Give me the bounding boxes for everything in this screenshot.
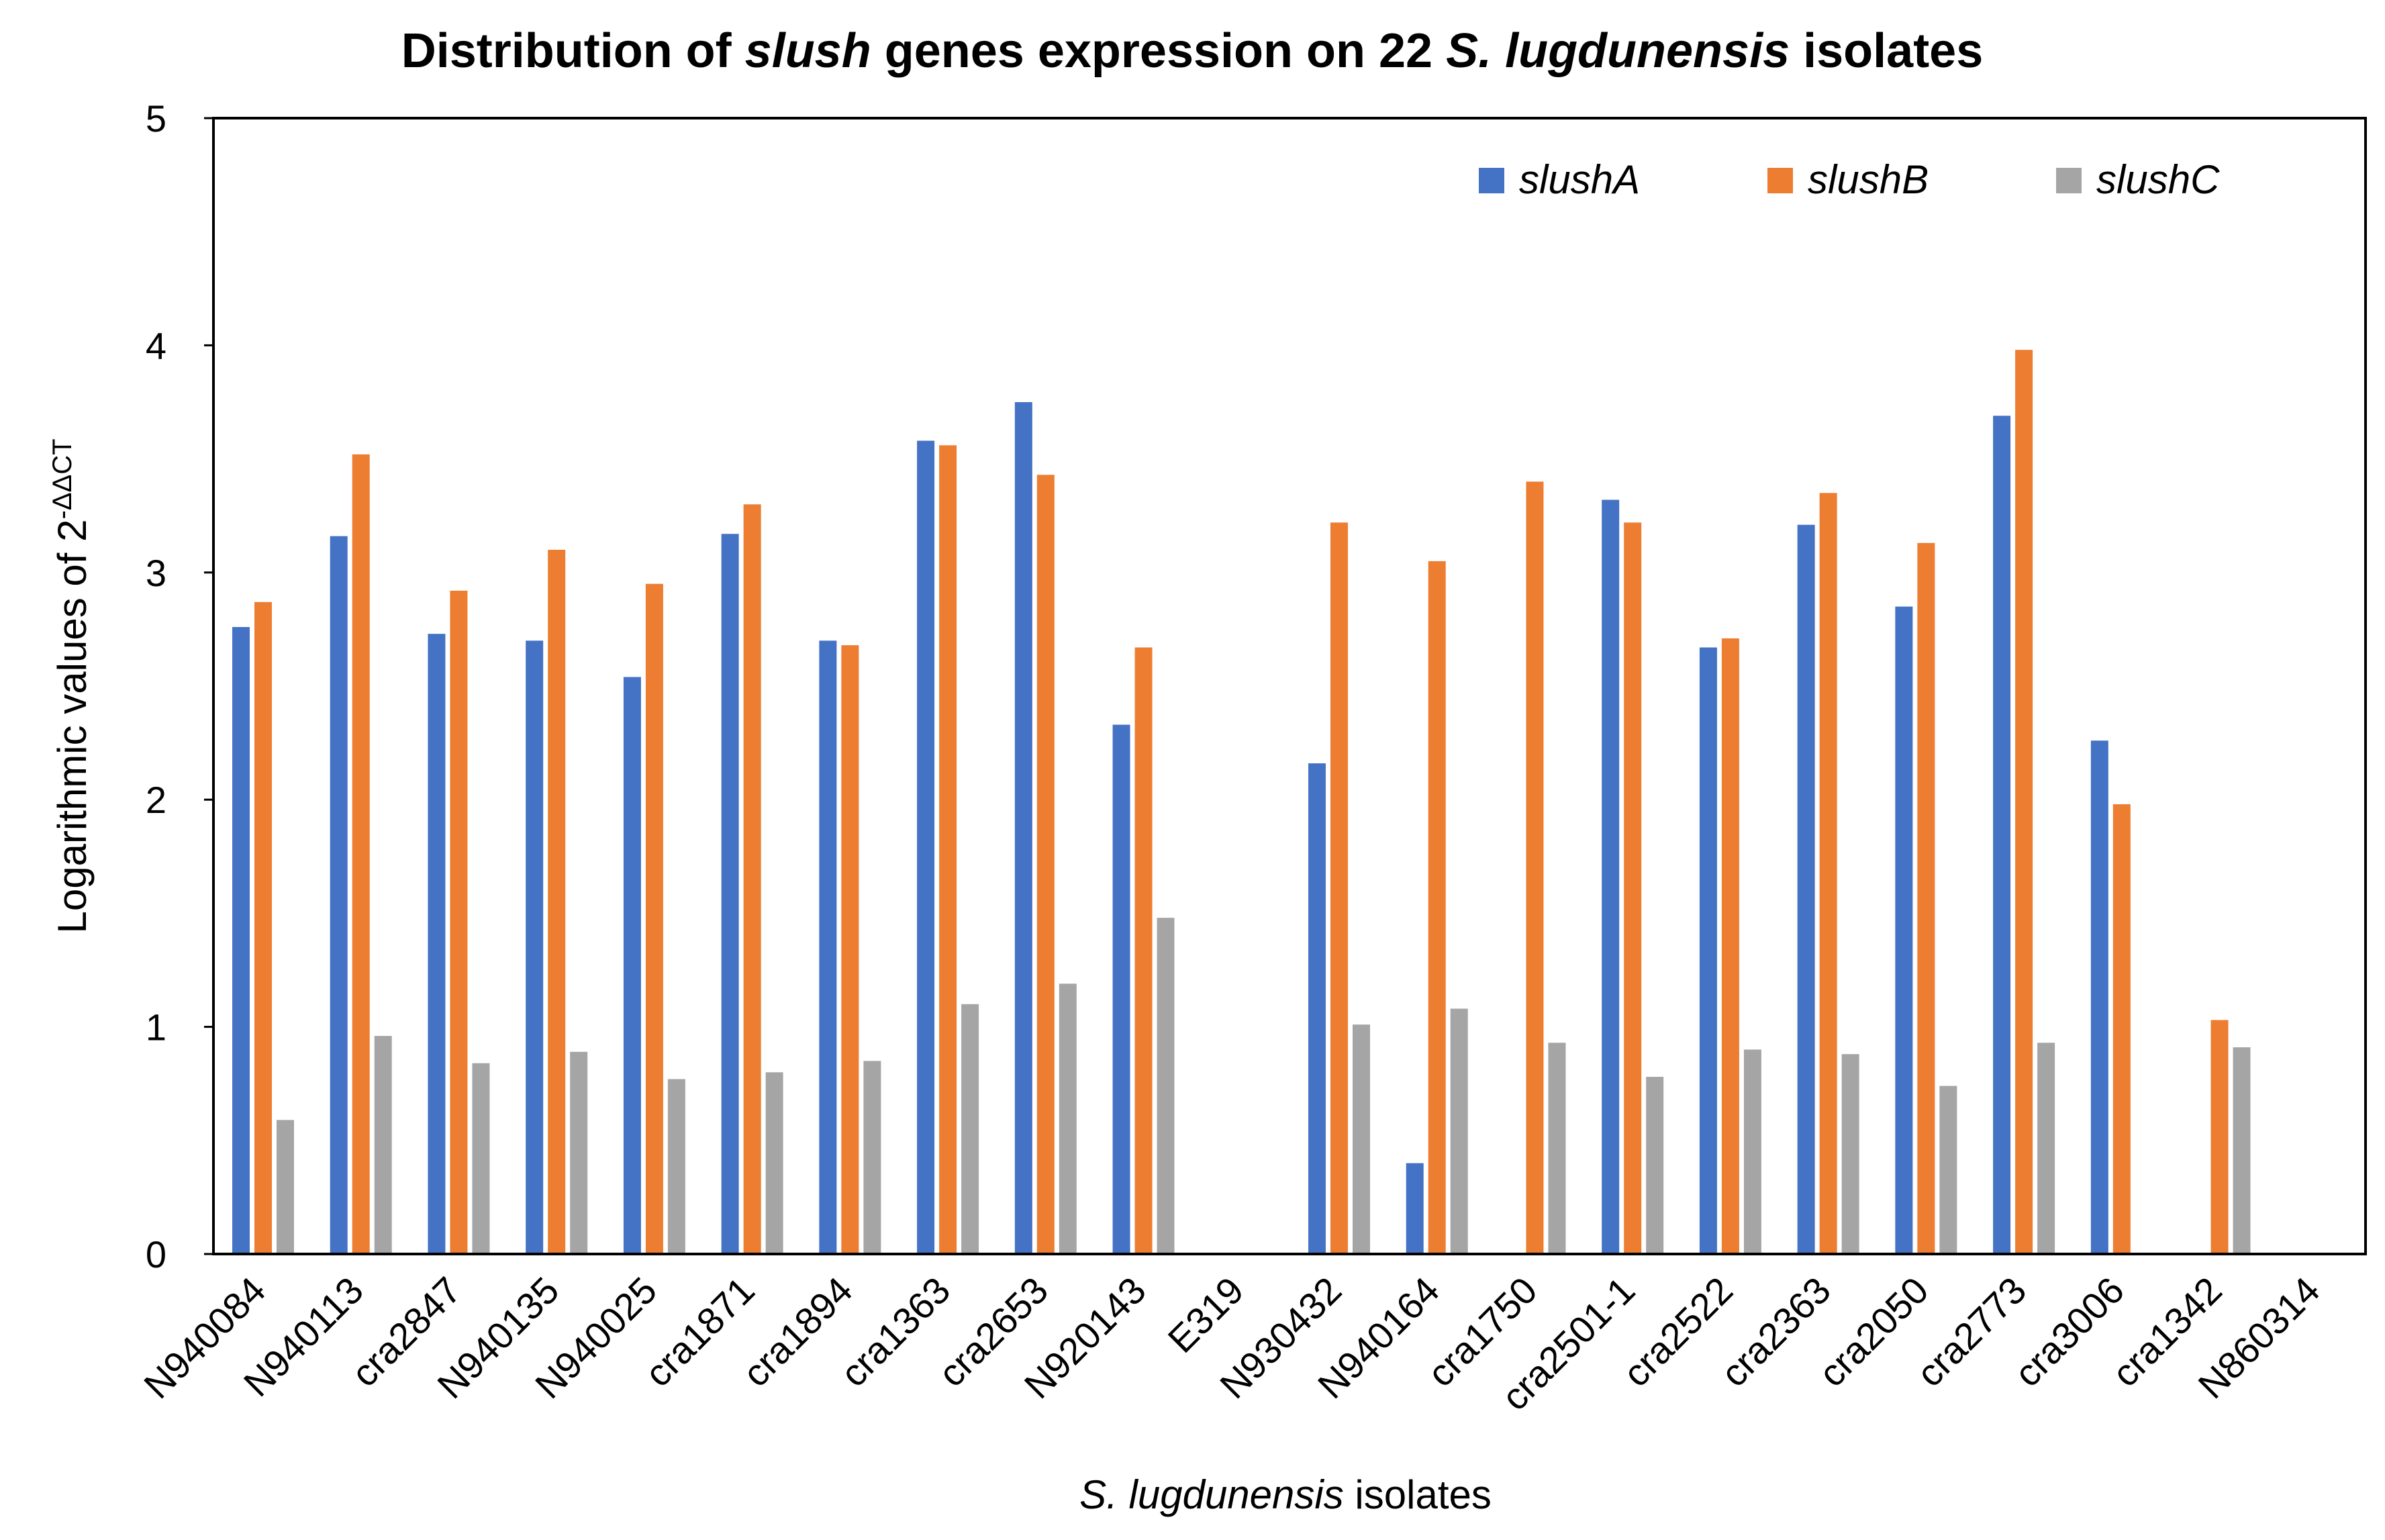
legend-swatch-slushB [1767,168,1793,193]
bar-slushB-cra2847 [450,590,468,1254]
bar-slushC-cra2050 [1939,1086,1957,1254]
bar-slushB-cra1363 [939,445,957,1254]
bar-slushB-cra1894 [841,645,859,1254]
legend-label-slushB: slushB [1808,157,1929,202]
y-axis-ticks: 0 1 2 3 4 5 [146,97,213,1276]
y-tick-label: 0 [146,1233,166,1276]
bar-slushC-cra1363 [961,1004,979,1254]
bar-slushA-cra2773 [1993,416,2011,1255]
bar-slushB-cra2653 [1036,475,1055,1254]
x-tick-label: cra2773 [1908,1269,2035,1395]
bar-slushB-N940025 [645,583,663,1254]
bar-slushB-N920143 [1134,647,1153,1254]
bar-slushA-N940084 [232,627,250,1254]
bar-slushA-N930432 [1308,763,1326,1254]
x-tick-label: cra1871 [636,1269,763,1395]
bar-slushA-cra1363 [917,440,935,1254]
bar-slushC-N930432 [1353,1024,1370,1254]
bar-slushA-N940025 [623,677,641,1254]
x-axis-label: S. lugdunensis isolates [1079,1472,1492,1517]
bar-slushC-N940135 [570,1051,588,1254]
bar-slushA-cra2522 [1699,647,1717,1254]
y-tick-label: 4 [146,324,166,367]
bar-slushC-cra2653 [1059,983,1077,1254]
bar-slushA-cra2653 [1014,402,1032,1254]
bar-slushA-cra1894 [819,640,837,1254]
x-tick-label: cra1894 [734,1269,861,1395]
bar-slushB-cra1342 [2210,1020,2229,1254]
x-tick-label: cra2050 [1810,1269,1937,1395]
bar-slushB-cra2522 [1721,638,1739,1254]
bar-slushA-N940135 [526,640,544,1254]
y-tick-label: 5 [146,97,166,140]
bar-slushB-N940135 [548,549,566,1255]
bar-slushB-cra2050 [1917,542,1935,1254]
x-tick-label: cra3006 [2006,1269,2133,1395]
bar-slushB-N940164 [1428,561,1446,1254]
bar-slushC-N940025 [667,1079,685,1254]
legend: slushA slushB slushC [1479,157,2220,202]
bar-slushC-cra1894 [863,1061,881,1254]
x-tick-label: cra1363 [832,1269,959,1395]
x-tick-label: cra2522 [1615,1269,1741,1395]
bar-slushC-cra2363 [1841,1054,1859,1254]
bar-slushA-cra2847 [428,634,446,1254]
bar-slushB-cra3006 [2112,804,2131,1254]
legend-swatch-slushC [2056,168,2082,193]
y-axis-label: Logarithmic values of 2-ΔΔCT [48,438,95,933]
bar-slushA-cra2363 [1797,524,1815,1254]
bar-slushA-N940113 [330,536,348,1254]
bar-slushC-cra2501-1 [1646,1077,1664,1254]
bar-slushB-N940084 [254,601,272,1254]
y-tick-label: 2 [146,779,166,821]
legend-label-slushC: slushC [2096,157,2220,202]
legend-swatch-slushA [1479,168,1504,193]
plot-frame [212,117,2367,1255]
bars-group [232,350,2251,1255]
bar-slushC-cra2847 [472,1063,490,1254]
bar-slushC-N940113 [374,1036,392,1254]
bar-slushA-cra2501-1 [1602,499,1620,1255]
bar-slushC-N940084 [277,1120,294,1254]
bar-slushA-cra1871 [721,534,739,1254]
bar-slushC-cra2522 [1743,1049,1761,1254]
bar-slushC-N920143 [1157,918,1175,1254]
legend-label-slushA: slushA [1519,157,1640,202]
bar-slushA-cra2050 [1895,606,1913,1254]
chart-title: Distribution of slush genes expression o… [401,24,1984,78]
bar-slushB-cra2363 [1819,493,1837,1254]
bar-slushC-N940164 [1450,1008,1468,1254]
bar-slushC-cra1871 [765,1072,783,1254]
y-tick-label: 1 [146,1006,166,1049]
bar-slushA-cra3006 [2090,740,2108,1254]
bar-slushB-cra2773 [2015,350,2033,1255]
x-tick-label: cra2363 [1712,1269,1839,1395]
bar-slushC-cra2773 [2037,1043,2055,1254]
y-tick-label: 3 [146,552,166,594]
bar-slushB-cra1750 [1526,481,1544,1255]
x-axis-ticks: N940084N940113cra2847N940135N940025cra18… [136,1269,2328,1418]
bar-slushA-N940164 [1406,1163,1424,1254]
bar-slushB-N930432 [1330,522,1348,1254]
x-tick-label: E319 [1160,1269,1252,1361]
bar-slushB-cra2501-1 [1624,522,1642,1254]
bar-slushA-N920143 [1112,724,1130,1254]
bar-slushB-N940113 [352,454,370,1254]
bar-slushC-cra1750 [1548,1043,1566,1254]
bar-slushB-cra1871 [743,504,761,1254]
bar-slushC-cra1342 [2233,1047,2251,1254]
